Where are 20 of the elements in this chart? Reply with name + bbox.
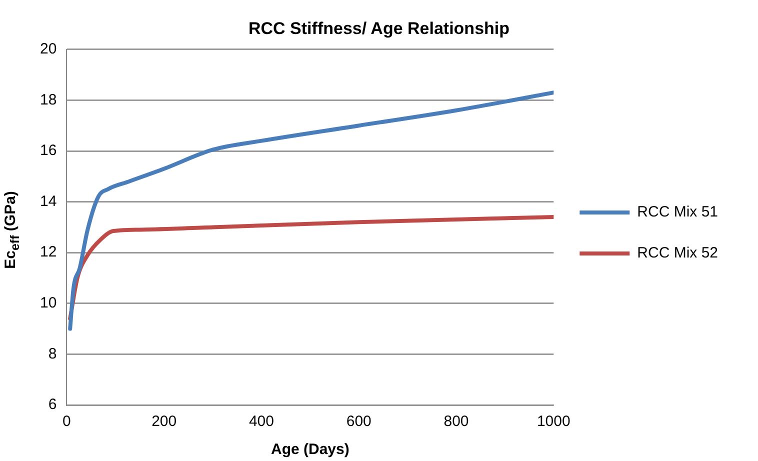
y-tick-label: 16 <box>40 142 57 160</box>
y-tick-label: 18 <box>40 91 57 108</box>
y-tick-label: 20 <box>40 40 57 58</box>
x-tick-label: 400 <box>248 413 274 430</box>
chart-title: RCC Stiffness/ Age Relationship <box>248 18 510 38</box>
y-tick-label: 10 <box>40 294 57 312</box>
legend-label: RCC Mix 52 <box>637 244 718 262</box>
line-series <box>68 90 554 331</box>
line-series <box>68 215 554 321</box>
x-tick-label: 0 <box>62 413 71 430</box>
x-tick-label: 600 <box>346 413 372 430</box>
x-axis-title: Age (Days) <box>270 441 350 458</box>
x-tick-label: 800 <box>444 413 469 430</box>
legend-label: RCC Mix 51 <box>637 204 718 221</box>
x-tick-label: 200 <box>152 413 177 430</box>
y-tick-label: 14 <box>40 192 57 210</box>
x-tick-label: 1000 <box>536 413 570 430</box>
y-tick-label: 12 <box>40 244 57 261</box>
y-tick-label: 8 <box>48 345 57 362</box>
y-tick-label: 6 <box>48 396 57 414</box>
